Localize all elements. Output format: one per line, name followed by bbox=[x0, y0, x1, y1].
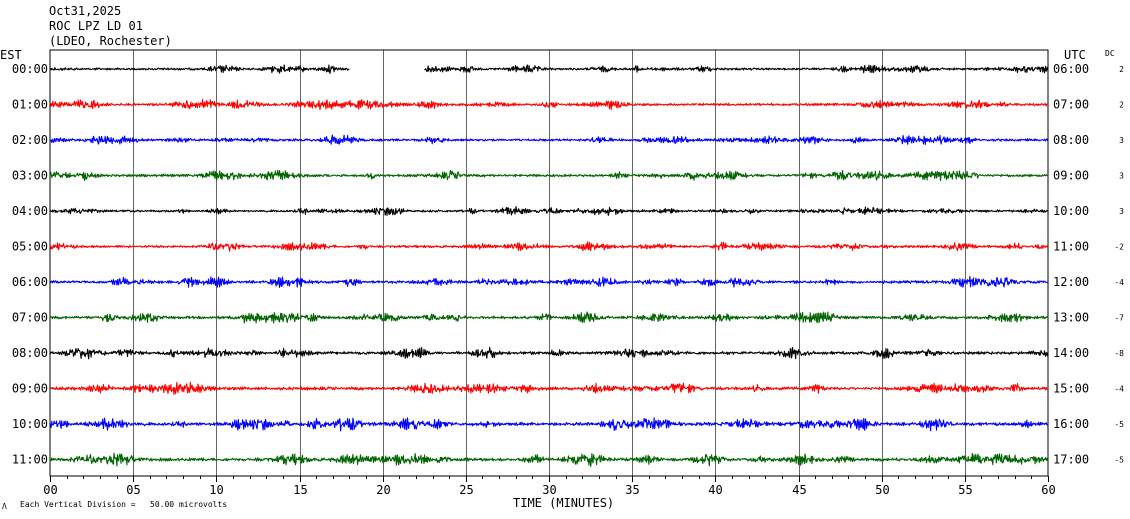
est-hour-label: 00:00 bbox=[12, 62, 48, 76]
utc-hour-label: 17:00 bbox=[1053, 453, 1089, 467]
est-hour-label: 03:00 bbox=[12, 169, 48, 183]
dc-offset-label: -4 bbox=[1114, 278, 1124, 287]
plot-date: Oct31,2025 bbox=[49, 4, 122, 18]
trace-0300 bbox=[49, 169, 1049, 182]
dc-offset-label: 2 bbox=[1119, 65, 1124, 74]
trace-0000 bbox=[49, 64, 1049, 74]
right-timezone-label: UTC bbox=[1064, 48, 1086, 62]
trace-0700 bbox=[49, 311, 1049, 324]
dc-offset-label: 3 bbox=[1119, 207, 1124, 216]
vertical-division-note: Each Vertical Division = 50.00 microvolt… bbox=[20, 500, 228, 509]
trace-0400 bbox=[49, 205, 1049, 216]
utc-hour-label: 16:00 bbox=[1053, 417, 1089, 431]
plot-frame bbox=[49, 49, 1049, 477]
utc-hour-label: 13:00 bbox=[1053, 311, 1089, 325]
station-title: ROC LPZ LD 01 bbox=[49, 19, 143, 33]
utc-hour-label: 14:00 bbox=[1053, 346, 1089, 360]
dc-offset-label: -7 bbox=[1114, 314, 1124, 323]
utc-hour-label: 09:00 bbox=[1053, 169, 1089, 183]
x-tick-label: 00 bbox=[43, 483, 57, 497]
trace-0800 bbox=[49, 346, 1048, 360]
utc-hour-label: 06:00 bbox=[1053, 62, 1089, 76]
est-hour-label: 04:00 bbox=[12, 204, 48, 218]
x-tick-label: 55 bbox=[958, 483, 972, 497]
x-tick-label: 05 bbox=[126, 483, 140, 497]
dc-header: DC bbox=[1105, 49, 1115, 58]
x-tick-label: 35 bbox=[625, 483, 639, 497]
dc-offset-label: 2 bbox=[1119, 101, 1124, 110]
x-tick-label: 25 bbox=[459, 483, 473, 497]
dc-offset-label: -5 bbox=[1114, 420, 1124, 429]
x-tick-label: 60 bbox=[1041, 483, 1055, 497]
utc-hour-label: 10:00 bbox=[1053, 204, 1089, 218]
x-tick-label: 30 bbox=[542, 483, 556, 497]
trace-1000 bbox=[49, 417, 1049, 432]
x-tick-label: 50 bbox=[875, 483, 889, 497]
left-timezone-label: EST bbox=[0, 48, 22, 62]
utc-hour-label: 15:00 bbox=[1053, 382, 1089, 396]
est-hour-label: 11:00 bbox=[12, 453, 48, 467]
utc-hour-label: 12:00 bbox=[1053, 275, 1089, 289]
x-tick-label: 40 bbox=[708, 483, 722, 497]
dc-offset-label: 3 bbox=[1119, 172, 1124, 181]
est-hour-label: 08:00 bbox=[12, 346, 48, 360]
x-tick-label: 20 bbox=[376, 483, 390, 497]
dc-offset-label: -2 bbox=[1114, 243, 1124, 252]
trace-0600 bbox=[49, 275, 1049, 288]
est-hour-label: 07:00 bbox=[12, 311, 48, 325]
x-tick-label: 15 bbox=[293, 483, 307, 497]
trace-0900 bbox=[49, 381, 1049, 395]
trace-1100 bbox=[49, 452, 1049, 467]
utc-hour-label: 08:00 bbox=[1053, 133, 1089, 147]
network-label: (LDEO, Rochester) bbox=[49, 34, 172, 48]
x-tick-label: 10 bbox=[209, 483, 223, 497]
footnote-mark: Λ bbox=[2, 502, 7, 511]
est-hour-label: 09:00 bbox=[12, 382, 48, 396]
est-hour-label: 05:00 bbox=[12, 240, 48, 254]
est-hour-label: 01:00 bbox=[12, 98, 48, 112]
trace-0200 bbox=[49, 134, 1049, 146]
dc-offset-label: -5 bbox=[1114, 456, 1124, 465]
est-hour-label: 02:00 bbox=[12, 133, 48, 147]
dc-offset-label: -8 bbox=[1114, 349, 1124, 358]
utc-hour-label: 07:00 bbox=[1053, 98, 1089, 112]
dc-offset-label: 3 bbox=[1119, 136, 1124, 145]
trace-0100 bbox=[49, 98, 1049, 111]
dc-offset-label: -4 bbox=[1114, 385, 1124, 394]
x-axis-title: TIME (MINUTES) bbox=[513, 496, 615, 510]
est-hour-label: 06:00 bbox=[12, 275, 48, 289]
trace-0500 bbox=[49, 241, 1049, 252]
est-hour-label: 10:00 bbox=[12, 417, 48, 431]
utc-hour-label: 11:00 bbox=[1053, 240, 1089, 254]
x-tick-label: 45 bbox=[792, 483, 806, 497]
